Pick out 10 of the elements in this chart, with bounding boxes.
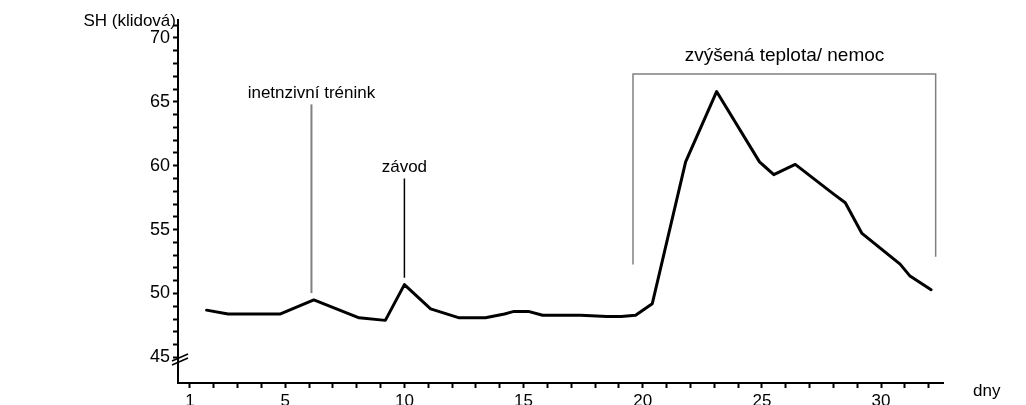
y-tick-label: 50: [149, 282, 170, 303]
y-tick-label: 60: [149, 154, 170, 175]
y-tick-label: 55: [149, 218, 170, 239]
annotation: inetnzivní trénink: [247, 82, 376, 102]
annotation: závod: [381, 156, 428, 176]
annotation: zvýšená teplota/ nemoc: [684, 44, 885, 66]
x-tick-label: 1: [185, 390, 195, 405]
y-tick-label: 45: [149, 346, 170, 367]
y-tick-label: 65: [149, 90, 170, 111]
x-axis-title: dny: [973, 380, 1001, 400]
